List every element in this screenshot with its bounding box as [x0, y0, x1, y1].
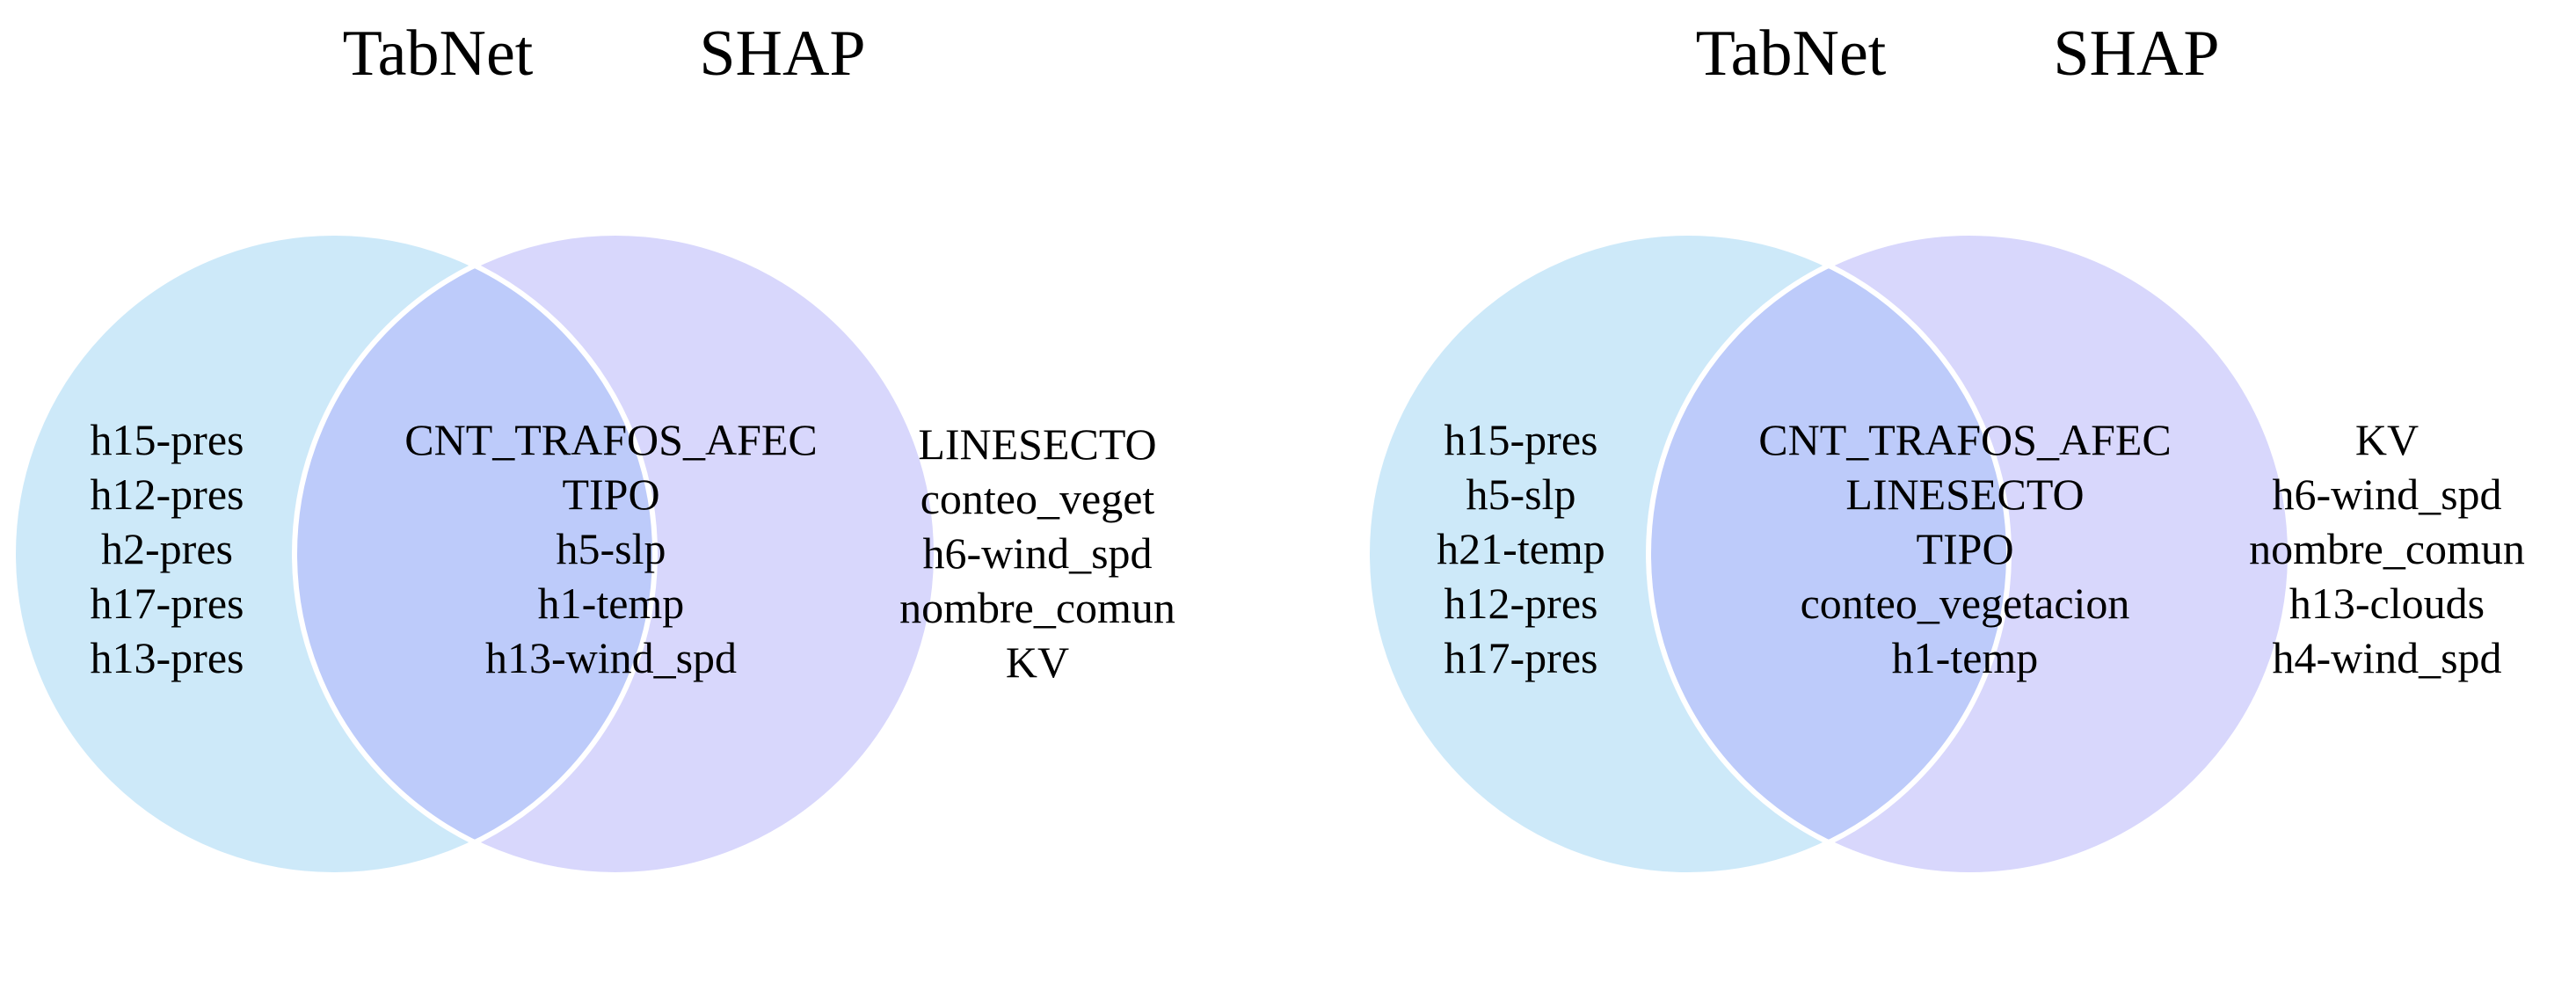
list-item: h13-pres [91, 633, 244, 682]
list-item: LINESECTO [918, 419, 1156, 469]
intersection-list: CNT_TRAFOS_AFEC LINESECTO TIPO conteo_ve… [1758, 415, 2172, 682]
list-item: conteo_veget [921, 474, 1155, 523]
shap-only-list: LINESECTO conteo_veget h6-wind_spd nombr… [899, 419, 1175, 687]
shap-title: SHAP [699, 18, 865, 90]
shap-only-list: KV h6-wind_spd nombre_comun h13-clouds h… [2249, 415, 2525, 682]
list-item: h12-pres [1444, 579, 1598, 628]
list-item: h6-wind_spd [2272, 470, 2501, 519]
tabnet-only-list: h15-pres h12-pres h2-pres h17-pres h13-p… [91, 415, 244, 682]
list-item: nombre_comun [899, 583, 1175, 632]
list-item: h1-temp [538, 579, 685, 628]
list-item: h1-temp [1892, 633, 2039, 682]
venn-diagram-1: TabNet SHAP h15-pres h12-pres h2-pres h1… [11, 18, 1175, 878]
list-item: h15-pres [1444, 415, 1598, 464]
list-item: h2-pres [101, 524, 233, 573]
list-item: h13-clouds [2289, 579, 2485, 628]
list-item: h17-pres [91, 579, 244, 628]
tabnet-only-list: h15-pres h5-slp h21-temp h12-pres h17-pr… [1437, 415, 1605, 682]
shap-outline [1646, 230, 2293, 878]
list-item: CNT_TRAFOS_AFEC [404, 415, 818, 464]
list-item: h6-wind_spd [922, 528, 1152, 578]
list-item: h5-slp [1466, 470, 1576, 519]
list-item: KV [1006, 637, 1069, 687]
list-item: TIPO [1916, 524, 2013, 573]
overlap-region [1648, 233, 2009, 875]
intersection-list: CNT_TRAFOS_AFEC TIPO h5-slp h1-temp h13-… [404, 415, 818, 682]
tabnet-outline [1364, 230, 2012, 878]
list-item: h13-wind_spd [485, 633, 737, 682]
list-item: nombre_comun [2249, 524, 2525, 573]
list-item: CNT_TRAFOS_AFEC [1758, 415, 2172, 464]
list-item: h5-slp [557, 524, 666, 573]
list-item: KV [2355, 415, 2419, 464]
shap-title: SHAP [2053, 18, 2219, 90]
list-item: LINESECTO [1845, 470, 2084, 519]
list-item: h17-pres [1444, 633, 1598, 682]
list-item: conteo_vegetacion [1801, 579, 2130, 628]
tabnet-title: TabNet [1696, 18, 1887, 90]
tabnet-title: TabNet [343, 18, 534, 90]
list-item: h15-pres [91, 415, 244, 464]
shap-outline [292, 230, 939, 878]
list-item: h21-temp [1437, 524, 1605, 573]
list-item: h4-wind_spd [2272, 633, 2501, 682]
list-item: TIPO [562, 470, 659, 519]
list-item: h12-pres [91, 470, 244, 519]
venn-diagram-2: TabNet SHAP h15-pres h5-slp h21-temp h12… [1364, 18, 2525, 878]
tabnet-outline [11, 230, 658, 878]
overlap-region [295, 233, 655, 875]
